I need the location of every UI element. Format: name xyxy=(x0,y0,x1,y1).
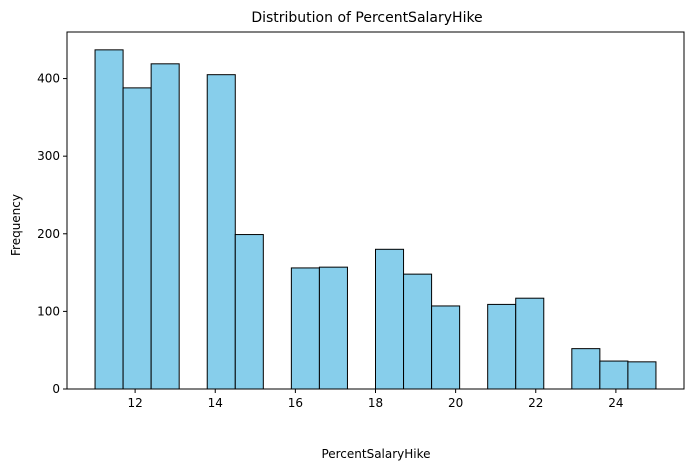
y-tick-label: 200 xyxy=(37,227,60,241)
x-tick-label: 16 xyxy=(288,396,303,410)
x-tick-label: 12 xyxy=(127,396,142,410)
histogram-bar xyxy=(375,248,405,390)
y-axis-label: Frequency xyxy=(9,194,23,256)
bars-group xyxy=(94,49,657,390)
x-axis: 12 14 16 18 20 22 24 xyxy=(127,389,624,410)
x-axis-label: PercentSalaryHike xyxy=(321,447,430,461)
y-tick-label: 400 xyxy=(37,72,60,86)
y-axis: 0 100 200 300 400 xyxy=(37,72,67,396)
histogram-bar xyxy=(94,49,124,390)
chart-title: Distribution of PercentSalaryHike xyxy=(251,10,482,26)
y-tick-label: 300 xyxy=(37,149,60,163)
histogram-bar xyxy=(206,74,236,390)
x-tick-label: 22 xyxy=(528,396,543,410)
histogram-bar xyxy=(627,361,657,390)
histogram-bar xyxy=(290,267,320,390)
x-tick-label: 14 xyxy=(208,396,223,410)
histogram-bar xyxy=(599,360,629,390)
y-tick-label: 0 xyxy=(52,382,60,396)
histogram-bar xyxy=(515,297,545,390)
x-tick-label: 20 xyxy=(448,396,463,410)
histogram-bar xyxy=(318,266,348,390)
histogram-bar xyxy=(122,87,152,390)
histogram-bar xyxy=(571,348,601,390)
histogram-bar xyxy=(403,273,433,390)
x-tick-label: 24 xyxy=(608,396,623,410)
histogram-bar xyxy=(234,234,264,390)
x-tick-label: 18 xyxy=(368,396,383,410)
histogram-bar xyxy=(431,305,461,390)
histogram-bar xyxy=(487,303,517,390)
y-tick-label: 100 xyxy=(37,304,60,318)
histogram-bar xyxy=(150,63,180,390)
